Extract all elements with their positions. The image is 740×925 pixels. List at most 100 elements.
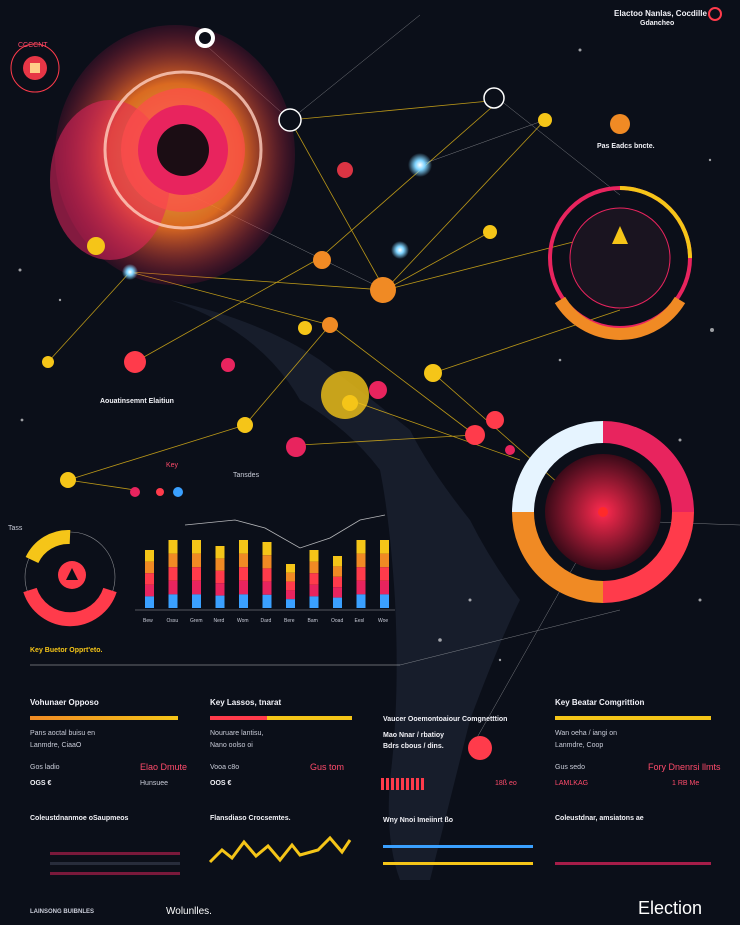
bar-0-segment [145,561,154,574]
bar-tick-label: Woe [378,618,389,624]
bar-9-segment [356,594,366,608]
bar-10-segment [380,580,389,595]
bar-tick-label: Dard [260,618,272,624]
bar-tick-label: Wom [237,618,249,624]
bar-7-segment [309,573,319,585]
section-2-metric-r: Gus tom [310,762,345,772]
top-left-badge [10,43,60,93]
left-donut-chart [23,529,117,627]
bar-5-segment [262,542,272,556]
bar-8-segment [333,597,342,608]
section-3-line2: Bdrs cbous / dins. [383,743,444,750]
bar-chart [145,540,389,608]
bar-7-segment [309,596,319,608]
bar-10-segment [380,567,389,581]
bar-6-segment [286,572,295,582]
bar-chart-trend [184,514,386,549]
section-1-line2: Lanmdre, CiaaO [30,742,82,749]
bar-1-segment [168,594,178,608]
bar-0-segment [145,584,154,597]
map-label-2: Key [166,462,179,469]
section-3-value: 18ß eo [495,780,517,787]
section-3-title: Vaucer Ooemontoaiour Comgnetttion [383,716,508,723]
bar-0-segment [145,550,154,562]
bar-0-segment [145,573,154,585]
footer-brand: Election [637,898,702,918]
main-burst-chart [50,25,295,285]
section-1-bar [30,716,178,720]
mini-area-chart [208,835,352,864]
section-1-title: Vohunaer Opposo [30,698,99,707]
section-2-bar [210,716,352,720]
map-silhouette [170,300,520,880]
bar-tick-label: Bew [143,618,153,624]
bar-1-segment [168,567,178,581]
bar-9-segment [356,553,366,568]
bar-6-segment [286,581,295,591]
bar-1-segment [168,580,178,595]
bar-6-segment [286,564,295,573]
bar-4-segment [239,540,248,554]
bar-9-segment [356,540,366,554]
section-1-metric-r: Elao Dmute [140,762,188,772]
section-3-row-blue [383,845,533,848]
section-4-footer: Coleustdnar, amsiatons ae [555,815,644,822]
red-bars-left [381,778,424,790]
bar-3-segment [215,546,225,559]
section-2-line2: Nano oolso oi [210,742,253,749]
bar-4-segment [239,553,248,568]
bar-10-segment [380,540,389,554]
bar-5-segment [262,568,272,582]
bar-9-segment [356,567,366,581]
top-right-subtitle: Gdancheo [640,20,675,27]
bar-10-segment [380,594,389,608]
network-nodes [42,7,722,760]
section-1-metric: Gos ladio [30,764,60,771]
bar-10-segment [380,553,389,568]
bar-tick-label: Eesl [354,618,365,624]
bar-tick-label: Nerd [213,618,225,624]
section-3-row-yellow [383,862,533,865]
bar-3-segment [215,583,225,596]
bar-5-segment [262,594,272,608]
section-4-line2: Lanmdre, Coop [555,742,604,749]
bar-5-segment [262,581,272,595]
bar-4-segment [239,567,248,581]
bar-0-segment [145,596,154,608]
bar-tick-label: Ossu [166,618,179,624]
section-4-value2: 1 RB Me [672,780,700,787]
section-4-line1: Wan oeha / iangi on [555,730,618,737]
bar-3-segment [215,558,225,571]
bar-2-segment [192,553,201,568]
top-right-caption: Pas Eadcs bncte. [597,143,655,150]
section-1-row [50,852,180,855]
top-left-badge-label: CCCCNT [18,42,48,49]
bar-2-segment [192,580,201,595]
bar-9-segment [356,580,366,595]
section-3-line1: Mao Nnar / rbatioy [383,732,445,739]
star-field [18,48,714,662]
bar-tick-label: Bam [307,618,318,624]
bar-5-segment [262,555,272,569]
section-4-metric: Gus sedo [555,764,585,771]
bar-8-segment [333,566,342,577]
section-1-line1: Pans aoctal buisu en [30,730,95,737]
section-1-row [50,872,180,875]
section-2-metric: Vooa c8o [210,764,240,771]
section-4-title: Key Beatar Comgrittion [555,698,645,707]
section-1-row [50,862,180,865]
section-4-metric-r: Fory Dnenrsi llmts [648,762,721,772]
bar-6-segment [286,599,295,608]
footer-left: LAINSONG BUIBNLES [30,909,95,915]
mid-block-title: Aouatinsemnt Elaitiun [100,398,174,405]
section-1-value: OGS € [30,780,52,787]
map-label-3: Tansdes [233,472,260,479]
bar-1-segment [168,540,178,554]
section-4-row [555,862,711,865]
bar-6-segment [286,590,295,600]
map-label-1: Tass [8,525,23,532]
bar-tick-label: Ooad [331,618,344,624]
section-2-value: OOS € [210,780,232,787]
bar-2-segment [192,594,201,608]
section-2-title: Key Lassos, tnarat [210,698,282,707]
